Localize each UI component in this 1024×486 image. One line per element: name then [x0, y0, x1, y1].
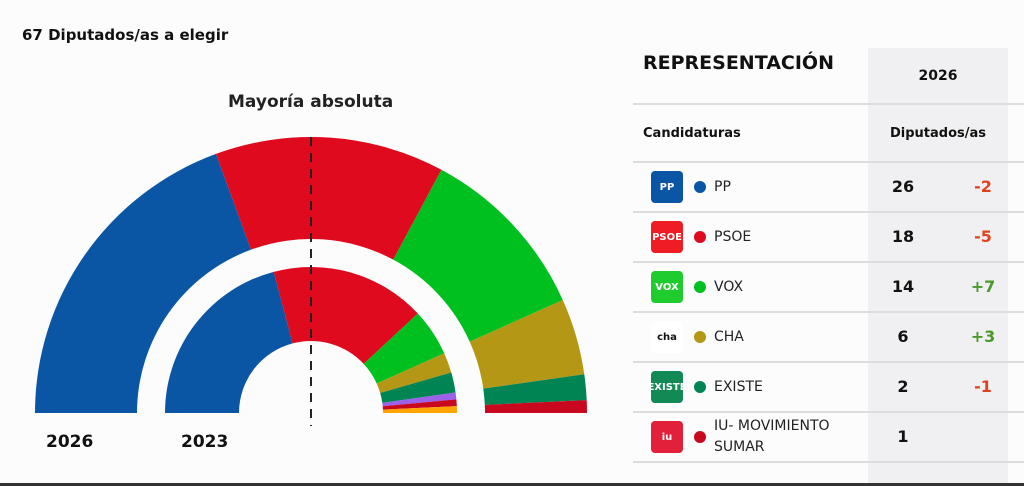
majority-label: Mayoría absoluta: [228, 92, 394, 112]
party-name: VOX: [714, 278, 744, 295]
bottom-bar: [0, 483, 1024, 486]
party-seats: 18: [891, 227, 915, 246]
seat-slice-2026-vox: [393, 169, 563, 342]
divider: [633, 103, 1024, 105]
year-column-bg: [868, 48, 1008, 486]
seat-slice-2023-vox: [363, 313, 445, 384]
party-seats: 6: [897, 327, 909, 346]
seat-slice-2023-iu: [382, 399, 457, 410]
party-logo-icon: cha: [651, 321, 683, 353]
outer-year-label: 2026: [46, 432, 94, 452]
divider: [633, 411, 1024, 413]
party-color-dot: [694, 281, 706, 293]
party-logo-icon: iu: [651, 421, 683, 453]
party-color-dot: [694, 231, 706, 243]
table-row: EXISTE EXISTE 2 -1: [633, 362, 1024, 412]
seat-slice-2026-iu-movimiento-sumar: [484, 400, 587, 413]
divider: [633, 311, 1024, 313]
divider: [633, 261, 1024, 263]
party-seats: 1: [897, 427, 909, 446]
table-row: iu IU- MOVIMIENTO SUMAR 1: [633, 412, 1024, 462]
party-logo-icon: PSOE: [651, 221, 683, 253]
party-seat-change: -5: [974, 227, 992, 246]
party-seat-change: -2: [974, 177, 992, 196]
party-name: EXISTE: [714, 378, 763, 395]
seat-slice-2023-cha: [376, 353, 452, 394]
party-name: IU- MOVIMIENTO SUMAR: [714, 418, 830, 455]
party-seat-change: +7: [970, 277, 996, 296]
divider: [633, 461, 1024, 463]
page-title: 67 Diputados/as a elegir: [22, 26, 229, 44]
party-color-dot: [694, 181, 706, 193]
party-color-dot: [694, 381, 706, 393]
party-logo-icon: PP: [651, 171, 683, 203]
party-logo-icon: VOX: [651, 271, 683, 303]
seat-slice-2026-pp: [35, 153, 252, 414]
party-seats: 14: [891, 277, 915, 296]
seat-slice-2026-existe: [483, 374, 587, 405]
party-name: CHA: [714, 328, 744, 345]
divider: [633, 211, 1024, 213]
party-seats: 2: [897, 377, 909, 396]
table-row: PP PP 26 -2: [633, 162, 1024, 212]
inner-year-label: 2023: [181, 432, 229, 452]
party-color-dot: [694, 431, 706, 443]
seat-slice-2023-existe: [380, 372, 456, 403]
party-name: PSOE: [714, 228, 752, 245]
parliament-chart: [35, 137, 587, 426]
party-seats: 26: [891, 177, 915, 196]
table-year: 2026: [918, 68, 958, 84]
table-row: PSOE PSOE 18 -5: [633, 212, 1024, 262]
seat-slice-2023-podemos: [382, 392, 457, 407]
party-logo-icon: EXISTE: [647, 371, 687, 403]
seat-slice-2023-psoe: [273, 267, 418, 364]
party-name: PP: [714, 178, 731, 195]
party-color-dot: [694, 331, 706, 343]
col-candidaturas: Candidaturas: [643, 126, 741, 141]
col-diputados: Diputados/as: [889, 126, 987, 141]
seat-slice-2023-par: [382, 406, 457, 413]
seat-slice-2026-psoe: [215, 137, 442, 260]
seat-slice-2026-cha: [469, 299, 585, 389]
seat-slice-2023-pp: [165, 271, 293, 413]
party-seat-change: +3: [970, 327, 996, 346]
table-row: cha CHA 6 +3: [633, 312, 1024, 362]
table-title: REPRESENTACIÓN: [643, 52, 834, 74]
divider: [633, 161, 1024, 163]
divider: [633, 361, 1024, 363]
party-seat-change: -1: [974, 377, 992, 396]
table-row: VOX VOX 14 +7: [633, 262, 1024, 312]
